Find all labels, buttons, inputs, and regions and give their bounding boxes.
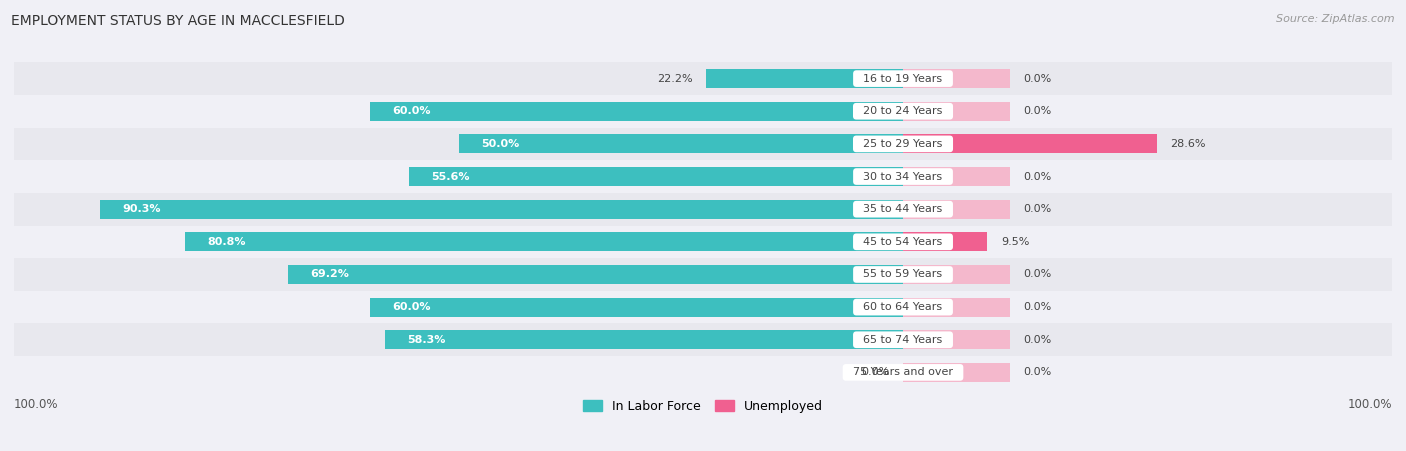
- Bar: [14, 128, 1392, 160]
- Bar: [14, 62, 1392, 95]
- Bar: [903, 265, 1010, 284]
- Bar: [903, 232, 987, 251]
- Bar: [14, 356, 1392, 389]
- Text: 50.0%: 50.0%: [481, 139, 519, 149]
- Text: 25 to 29 Years: 25 to 29 Years: [856, 139, 949, 149]
- Text: 60 to 64 Years: 60 to 64 Years: [856, 302, 949, 312]
- Text: 100.0%: 100.0%: [14, 398, 59, 411]
- Text: 0.0%: 0.0%: [862, 368, 890, 377]
- Text: 80.8%: 80.8%: [207, 237, 246, 247]
- Bar: [370, 298, 903, 317]
- Text: 75 Years and over: 75 Years and over: [846, 368, 960, 377]
- Bar: [903, 330, 1010, 349]
- Bar: [14, 95, 1392, 128]
- Bar: [903, 363, 1010, 382]
- Text: Source: ZipAtlas.com: Source: ZipAtlas.com: [1277, 14, 1395, 23]
- Text: 0.0%: 0.0%: [1024, 335, 1052, 345]
- Text: 0.0%: 0.0%: [1024, 106, 1052, 116]
- Text: 28.6%: 28.6%: [1171, 139, 1206, 149]
- Text: 35 to 44 Years: 35 to 44 Years: [856, 204, 949, 214]
- Bar: [14, 291, 1392, 323]
- Text: 0.0%: 0.0%: [1024, 302, 1052, 312]
- Bar: [903, 200, 1010, 219]
- Text: 0.0%: 0.0%: [1024, 368, 1052, 377]
- Text: 0.0%: 0.0%: [1024, 204, 1052, 214]
- Bar: [370, 102, 903, 121]
- Text: 100.0%: 100.0%: [1347, 398, 1392, 411]
- Text: 55.6%: 55.6%: [432, 171, 470, 182]
- Bar: [903, 102, 1010, 121]
- Bar: [14, 258, 1392, 291]
- Bar: [458, 134, 903, 153]
- Bar: [903, 69, 1010, 88]
- Text: 30 to 34 Years: 30 to 34 Years: [856, 171, 949, 182]
- Bar: [100, 200, 903, 219]
- Text: 20 to 24 Years: 20 to 24 Years: [856, 106, 949, 116]
- Text: 0.0%: 0.0%: [1024, 269, 1052, 280]
- Bar: [14, 193, 1392, 226]
- Text: 0.0%: 0.0%: [1024, 74, 1052, 83]
- Text: 58.3%: 58.3%: [406, 335, 446, 345]
- Text: 69.2%: 69.2%: [311, 269, 349, 280]
- Text: 90.3%: 90.3%: [122, 204, 162, 214]
- Text: 22.2%: 22.2%: [657, 74, 692, 83]
- Bar: [706, 69, 903, 88]
- Bar: [903, 134, 1157, 153]
- Bar: [14, 323, 1392, 356]
- Bar: [184, 232, 903, 251]
- Text: 65 to 74 Years: 65 to 74 Years: [856, 335, 949, 345]
- Text: 0.0%: 0.0%: [1024, 171, 1052, 182]
- Bar: [288, 265, 903, 284]
- Text: 16 to 19 Years: 16 to 19 Years: [856, 74, 949, 83]
- Text: 45 to 54 Years: 45 to 54 Years: [856, 237, 949, 247]
- Bar: [409, 167, 903, 186]
- Text: 60.0%: 60.0%: [392, 106, 430, 116]
- Bar: [385, 330, 903, 349]
- Bar: [14, 160, 1392, 193]
- Text: 60.0%: 60.0%: [392, 302, 430, 312]
- Text: EMPLOYMENT STATUS BY AGE IN MACCLESFIELD: EMPLOYMENT STATUS BY AGE IN MACCLESFIELD: [11, 14, 344, 28]
- Legend: In Labor Force, Unemployed: In Labor Force, Unemployed: [578, 395, 828, 418]
- Text: 9.5%: 9.5%: [1001, 237, 1029, 247]
- Bar: [903, 167, 1010, 186]
- Bar: [903, 298, 1010, 317]
- Bar: [14, 226, 1392, 258]
- Text: 55 to 59 Years: 55 to 59 Years: [856, 269, 949, 280]
